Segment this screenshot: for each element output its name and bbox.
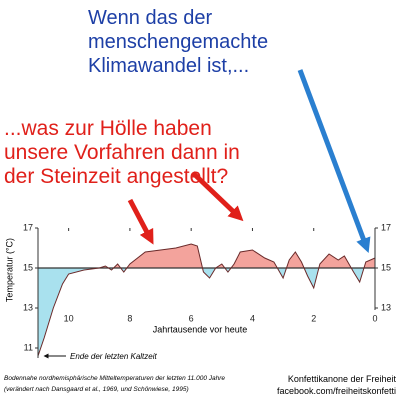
x-tick-label: 0 bbox=[372, 313, 377, 323]
question-line: unsere Vorfahren dann in bbox=[4, 141, 240, 164]
headline-line: Klimawandel ist,... bbox=[88, 55, 249, 77]
credit: Konfettikanone der Freiheit bbox=[288, 374, 397, 384]
y-tick-label: 11 bbox=[24, 342, 33, 352]
caption: (verändert nach Dansgaard et al., 1969, … bbox=[4, 386, 189, 393]
credit: facebook.com/freiheitskonfetti bbox=[277, 386, 396, 396]
headline: Wenn das der menschengemachte Klimawande… bbox=[88, 7, 268, 77]
question-line: ...was zur Hölle haben bbox=[4, 117, 212, 140]
red-arrow bbox=[127, 198, 154, 245]
plot: 11 13 15 17 13 15 17 10 8 6 4 2 0 bbox=[23, 222, 391, 358]
question-line: der Steinzeit angestellt? bbox=[4, 165, 228, 188]
x-tick-label: 6 bbox=[189, 313, 194, 323]
line bbox=[37, 243, 376, 357]
y-tick-label: 15 bbox=[23, 262, 33, 272]
x-axis-label: Jahrtausende vor heute bbox=[153, 324, 248, 334]
headline-line: Wenn das der bbox=[88, 7, 212, 29]
y-tick-label: 17 bbox=[23, 222, 33, 232]
x-tick-label: 8 bbox=[127, 313, 132, 323]
caption: Bodennahe nordhemisphärische Mitteltempe… bbox=[4, 375, 225, 382]
question: ...was zur Hölle haben unsere Vorfahren … bbox=[4, 117, 240, 188]
x-tick-label: 2 bbox=[311, 313, 316, 323]
blue-arrow bbox=[297, 69, 371, 254]
y2-tick-label: 13 bbox=[381, 302, 391, 312]
x-tick-label: 4 bbox=[250, 313, 255, 323]
y-tick-label: 13 bbox=[23, 302, 33, 312]
headline-line: menschengemachte bbox=[88, 31, 268, 53]
y2-tick-label: 15 bbox=[381, 262, 391, 272]
annotation: Ende der letzten Kaltzeit bbox=[70, 352, 157, 361]
red-arrow bbox=[191, 171, 244, 222]
y2-tick-label: 17 bbox=[381, 222, 391, 232]
area-above bbox=[38, 244, 375, 268]
x-tick-label: 10 bbox=[64, 313, 74, 323]
y-axis-label: Temperatur (°C) bbox=[4, 238, 14, 302]
